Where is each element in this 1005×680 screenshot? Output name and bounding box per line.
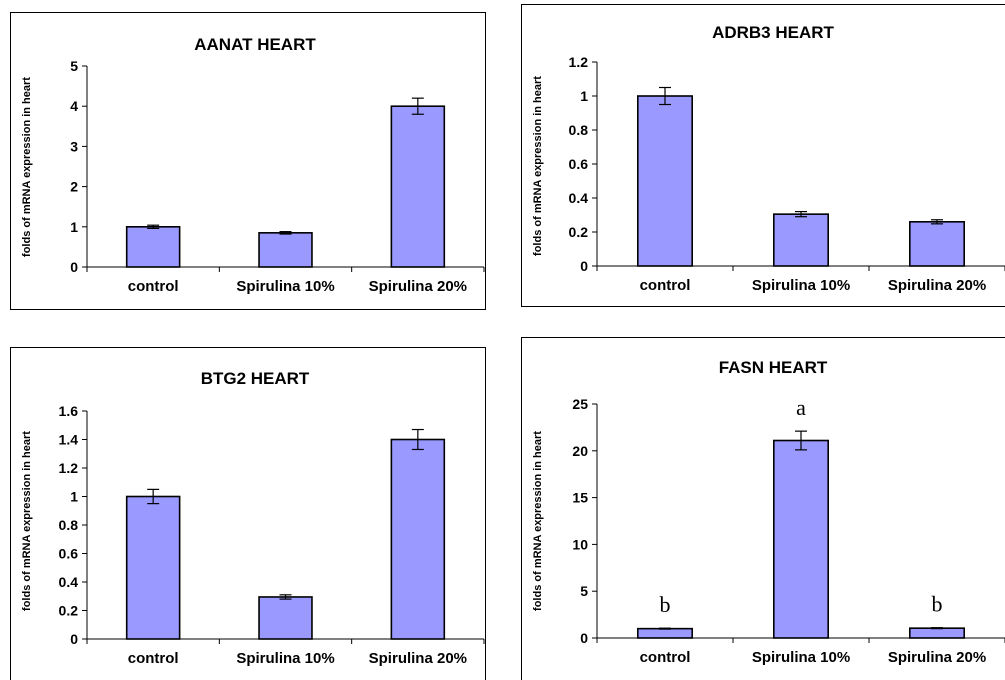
y-axis-label: folds of mRNA expression in heart bbox=[21, 77, 33, 257]
y-tick-label: 4 bbox=[70, 98, 78, 114]
bar bbox=[390, 105, 446, 268]
y-tick-label: 5 bbox=[70, 58, 78, 74]
bar bbox=[773, 439, 830, 639]
y-tick-label: 1 bbox=[580, 88, 588, 104]
y-tick-label: 0 bbox=[70, 259, 78, 275]
chart-title: FASN HEART bbox=[719, 358, 828, 377]
x-tick-label: control bbox=[128, 650, 179, 667]
y-tick-label: 0.8 bbox=[569, 122, 589, 138]
chart-svg-aanat: AANAT HEART folds of mRNA expression in … bbox=[10, 12, 486, 310]
y-tick-label: 0.2 bbox=[59, 603, 79, 619]
y-tick-label: 3 bbox=[70, 138, 78, 154]
significance-label: b bbox=[660, 592, 671, 617]
y-tick-label: 2 bbox=[70, 179, 78, 195]
y-tick-label: 1.4 bbox=[59, 432, 79, 448]
y-tick-label: 0.4 bbox=[569, 190, 589, 206]
chart-title: BTG2 HEART bbox=[201, 369, 310, 388]
x-tick-label: Spirulina 20% bbox=[369, 278, 467, 295]
bar bbox=[125, 226, 181, 268]
x-tick-label: Spirulina 10% bbox=[236, 278, 334, 295]
bar bbox=[908, 221, 965, 267]
chart-svg-fasn: FASN HEART folds of mRNA expression in h… bbox=[521, 337, 1005, 680]
chart-svg-btg2: BTG2 HEART folds of mRNA expression in h… bbox=[10, 347, 486, 680]
bar bbox=[773, 213, 830, 267]
plot-area: 0 0.2 0.4 0.6 0.8 1 1.2 1.4 1.6 control Spirulina … bbox=[59, 403, 485, 667]
x-tick-label: Spirulina 10% bbox=[752, 277, 850, 294]
plot-area: 0 5 10 15 20 25 control b Spirulina 10% a Spirulin… bbox=[572, 395, 1005, 666]
x-tick-label: Spirulina 20% bbox=[369, 650, 467, 667]
significance-label: a bbox=[796, 395, 806, 420]
bar bbox=[637, 95, 694, 267]
y-tick-label: 0.2 bbox=[569, 224, 589, 240]
y-tick-label: 0 bbox=[580, 630, 588, 646]
chart-title: AANAT HEART bbox=[194, 35, 316, 54]
y-tick-label: 10 bbox=[572, 536, 588, 552]
y-tick-label: 0 bbox=[70, 631, 78, 647]
bar bbox=[390, 438, 446, 640]
x-tick-label: control bbox=[640, 649, 691, 666]
bar bbox=[258, 232, 313, 268]
chart-svg-adrb3: ADRB3 HEART folds of mRNA expression in … bbox=[521, 4, 1005, 307]
y-tick-label: 1.2 bbox=[59, 460, 79, 476]
x-tick-label: control bbox=[640, 277, 691, 294]
x-tick-label: Spirulina 10% bbox=[236, 650, 334, 667]
y-axis-label: folds of mRNA expression in heart bbox=[532, 76, 544, 256]
y-tick-label: 1 bbox=[70, 489, 78, 505]
bar bbox=[258, 596, 313, 640]
plot-area: 0 0.2 0.4 0.6 0.8 1 1.2 control Spirulina 10% Spi… bbox=[569, 54, 1005, 294]
plot-area: 0 1 2 3 4 5 control Spirulina 10% Spirulina 20% bbox=[70, 58, 485, 295]
x-tick-label: control bbox=[128, 278, 179, 295]
y-tick-label: 0 bbox=[580, 258, 588, 274]
chart-title: ADRB3 HEART bbox=[712, 23, 834, 42]
x-tick-label: Spirulina 20% bbox=[888, 649, 986, 666]
y-tick-label: 0.6 bbox=[569, 156, 589, 172]
x-tick-label: Spirulina 20% bbox=[888, 277, 986, 294]
chart-panel-fasn: FASN HEART folds of mRNA expression in h… bbox=[521, 337, 1005, 680]
chart-frame bbox=[521, 337, 1005, 680]
y-tick-label: 5 bbox=[580, 583, 588, 599]
y-tick-label: 0.4 bbox=[59, 574, 79, 590]
y-tick-label: 1.2 bbox=[569, 54, 589, 70]
chart-panel-btg2: BTG2 HEART folds of mRNA expression in h… bbox=[10, 347, 486, 680]
chart-panel-adrb3: ADRB3 HEART folds of mRNA expression in … bbox=[521, 4, 1005, 307]
bar bbox=[125, 495, 181, 640]
chart-panel-aanat: AANAT HEART folds of mRNA expression in … bbox=[10, 12, 486, 310]
y-tick-label: 0.8 bbox=[59, 517, 79, 533]
y-axis-label: folds of mRNA expression in heart bbox=[532, 431, 544, 611]
y-tick-label: 1.6 bbox=[59, 403, 79, 419]
y-tick-label: 15 bbox=[572, 490, 588, 506]
y-axis-label: folds of mRNA expression in heart bbox=[21, 431, 33, 611]
y-tick-label: 25 bbox=[572, 396, 588, 412]
x-tick-label: Spirulina 10% bbox=[752, 649, 850, 666]
y-tick-label: 20 bbox=[572, 443, 588, 459]
significance-label: b bbox=[932, 592, 943, 617]
y-tick-label: 0.6 bbox=[59, 546, 79, 562]
y-tick-label: 1 bbox=[70, 219, 78, 235]
bar bbox=[637, 627, 694, 639]
bar bbox=[908, 627, 965, 639]
